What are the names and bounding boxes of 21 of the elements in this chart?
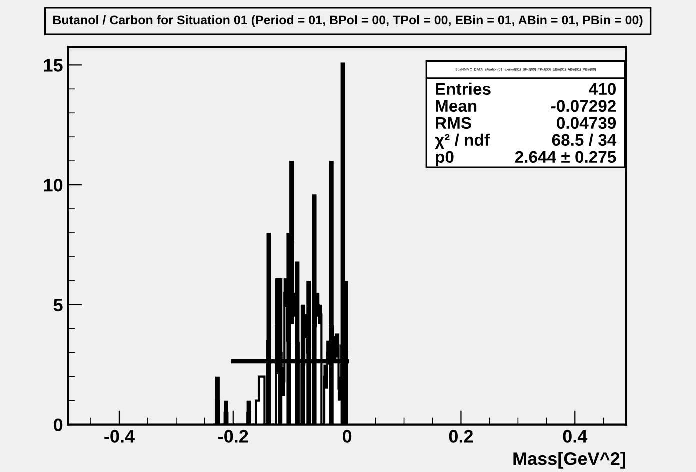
x-axis-title: Mass[GeV^2] — [514, 452, 626, 469]
y-tick-label: 15 — [44, 59, 63, 72]
annotation: Mean — [436, 100, 477, 112]
y-tick-label: 10 — [44, 178, 63, 192]
x-tick-label: -0.4 — [104, 430, 135, 443]
y-tick-label: 5 — [54, 299, 63, 312]
annotation: 2.644 ± 0.275 — [515, 151, 616, 164]
annotation: -0.07292 — [552, 100, 616, 112]
annotation: χ² / ndf — [435, 134, 490, 150]
annotation: RMS — [436, 117, 472, 130]
chart-title: Butanol / Carbon for Situation 01 (Period = 01, BPol = 00, TPol = 00, EBin = 01, ABin = 01, PBin = 00) — [54, 15, 643, 28]
annotation: 68.5 / 34 — [552, 134, 617, 146]
x-tick-label: 0 — [342, 430, 352, 443]
x-tick-label: 0.2 — [449, 430, 474, 443]
annotation: Entries — [436, 82, 491, 96]
x-tick-label: -0.2 — [218, 430, 248, 443]
y-tick-label: 0 — [54, 418, 63, 432]
annotation: 0.04739 — [557, 117, 616, 130]
annotation: 410 — [589, 83, 616, 96]
annotation: p0 — [436, 151, 454, 166]
x-tick-label: 0.4 — [563, 430, 588, 443]
